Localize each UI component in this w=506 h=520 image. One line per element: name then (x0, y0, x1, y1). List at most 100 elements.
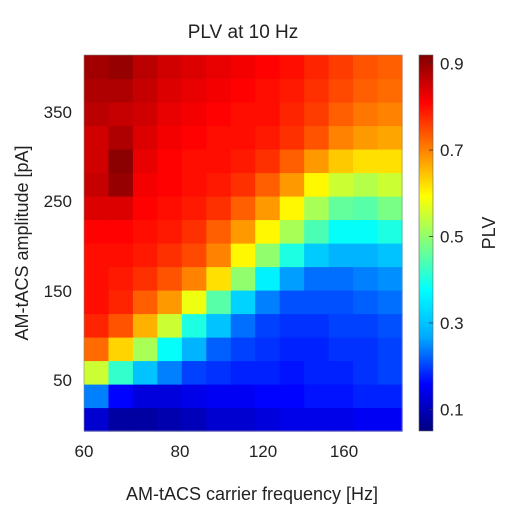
heatmap-cell (181, 337, 207, 362)
heatmap-cell (206, 172, 232, 197)
y-axis-ticks: 50 150 250 350 (44, 103, 72, 390)
heatmap-cell (157, 149, 183, 174)
heatmap-cell (132, 266, 158, 291)
heatmap-cell (377, 102, 403, 127)
heatmap-cell (132, 149, 158, 174)
heatmap-cell (157, 196, 183, 221)
heatmap-cell (206, 337, 232, 362)
heatmap-cell (353, 219, 379, 244)
heatmap-cell (132, 407, 158, 432)
x-tick-label: 60 (75, 442, 94, 461)
heatmap-cell (328, 360, 354, 385)
heatmap-cell (304, 125, 330, 150)
heatmap-cell (230, 384, 256, 409)
heatmap-cell (279, 55, 305, 80)
heatmap-cells (84, 55, 403, 432)
heatmap-cell (304, 172, 330, 197)
colorbar-ticks: 0.1 0.3 0.5 0.7 0.9 (429, 55, 464, 419)
colorbar-tick-label: 0.7 (440, 141, 464, 160)
heatmap-cell (108, 313, 134, 338)
heatmap-cell (84, 337, 110, 362)
heatmap-cell (206, 243, 232, 268)
heatmap-cell (353, 407, 379, 432)
heatmap-cell (304, 360, 330, 385)
heatmap-cell (157, 407, 183, 432)
heatmap-cell (132, 313, 158, 338)
heatmap-cell (377, 219, 403, 244)
heatmap-cell (84, 266, 110, 291)
heatmap-cell (108, 149, 134, 174)
heatmap-cell (353, 102, 379, 127)
heatmap-cell (377, 313, 403, 338)
y-tick-label: 50 (53, 371, 72, 390)
heatmap-cell (353, 384, 379, 409)
heatmap-cell (304, 102, 330, 127)
heatmap-cell (279, 384, 305, 409)
heatmap-cell (255, 337, 281, 362)
heatmap-cell (353, 196, 379, 221)
heatmap-cell (279, 196, 305, 221)
heatmap-cell (230, 243, 256, 268)
heatmap-cell (84, 407, 110, 432)
heatmap-cell (108, 243, 134, 268)
heatmap-cell (255, 360, 281, 385)
heatmap-cell (304, 149, 330, 174)
heatmap-cell (353, 337, 379, 362)
heatmap-cell (304, 219, 330, 244)
heatmap-cell (328, 407, 354, 432)
heatmap-cell (255, 243, 281, 268)
heatmap-cell (132, 196, 158, 221)
heatmap-cell (181, 290, 207, 315)
heatmap-cell (353, 125, 379, 150)
heatmap-cell (181, 196, 207, 221)
heatmap-cell (108, 102, 134, 127)
y-axis-label: AM-tACS amplitude [pA] (12, 145, 32, 340)
heatmap-cell (255, 172, 281, 197)
heatmap-cell (353, 78, 379, 103)
heatmap-cell (279, 172, 305, 197)
heatmap-cell (181, 125, 207, 150)
colorbar-label: PLV (479, 217, 499, 250)
heatmap-cell (304, 384, 330, 409)
heatmap-cell (377, 337, 403, 362)
heatmap-cell (255, 125, 281, 150)
heatmap-cell (157, 78, 183, 103)
heatmap-cell (181, 149, 207, 174)
heatmap-cell (108, 219, 134, 244)
plot-frame (83, 54, 403, 432)
heatmap-cell (206, 55, 232, 80)
heatmap-cell (304, 407, 330, 432)
heatmap-cell (377, 407, 403, 432)
heatmap-cell (353, 149, 379, 174)
heatmap-cell (377, 384, 403, 409)
heatmap-cell (279, 219, 305, 244)
heatmap-cell (181, 78, 207, 103)
heatmap-cell (84, 102, 110, 127)
heatmap-cell (84, 360, 110, 385)
heatmap-cell (377, 55, 403, 80)
heatmap-cell (377, 78, 403, 103)
heatmap-cell (255, 407, 281, 432)
heatmap-cell (206, 196, 232, 221)
heatmap-cell (230, 149, 256, 174)
heatmap-cell (84, 196, 110, 221)
heatmap-cell (84, 384, 110, 409)
colorbar-tick-label: 0.5 (440, 228, 464, 247)
heatmap-cell (328, 78, 354, 103)
heatmap-cell (132, 102, 158, 127)
heatmap-cell (328, 102, 354, 127)
colorbar-tick-label: 0.9 (440, 55, 464, 74)
heatmap-cell (304, 290, 330, 315)
heatmap-cell (353, 243, 379, 268)
heatmap-cell (108, 407, 134, 432)
heatmap-cell (206, 313, 232, 338)
heatmap-cell (377, 125, 403, 150)
y-tick-label: 250 (44, 192, 72, 211)
heatmap-cell (181, 266, 207, 291)
heatmap-cell (230, 102, 256, 127)
heatmap-cell (353, 360, 379, 385)
heatmap-cell (206, 78, 232, 103)
x-axis-label: AM-tACS carrier frequency [Hz] (126, 484, 378, 504)
heatmap-cell (157, 337, 183, 362)
heatmap-cell (84, 149, 110, 174)
